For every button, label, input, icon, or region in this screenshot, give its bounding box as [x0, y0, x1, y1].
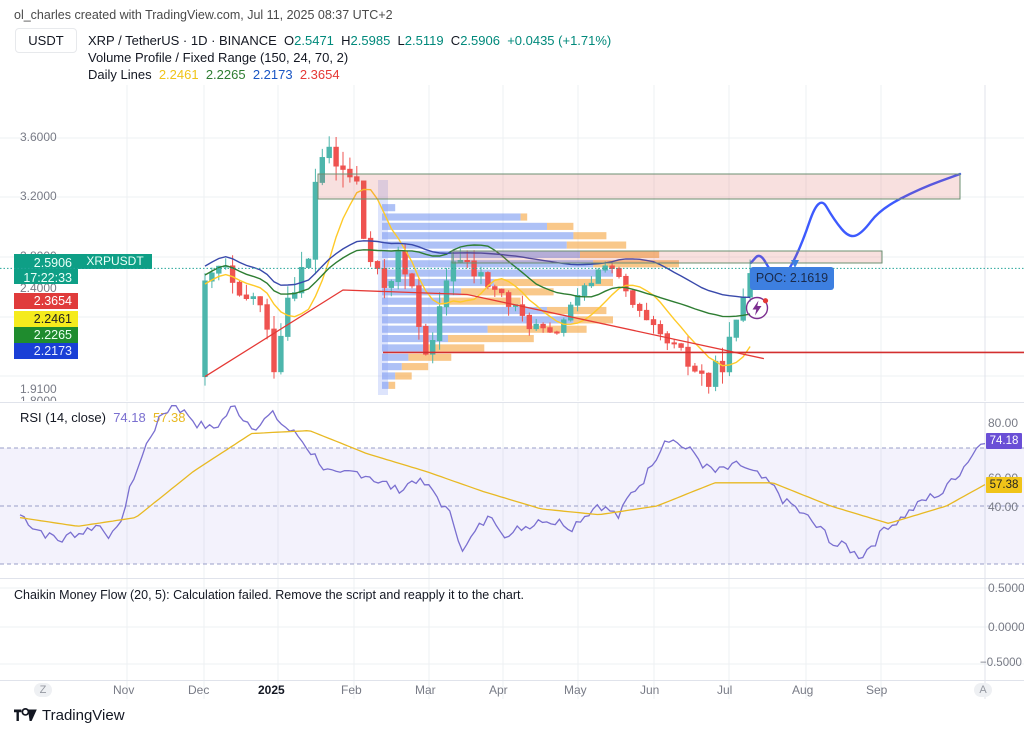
svg-text:POC: 2.1619: POC: 2.1619 — [756, 271, 828, 285]
